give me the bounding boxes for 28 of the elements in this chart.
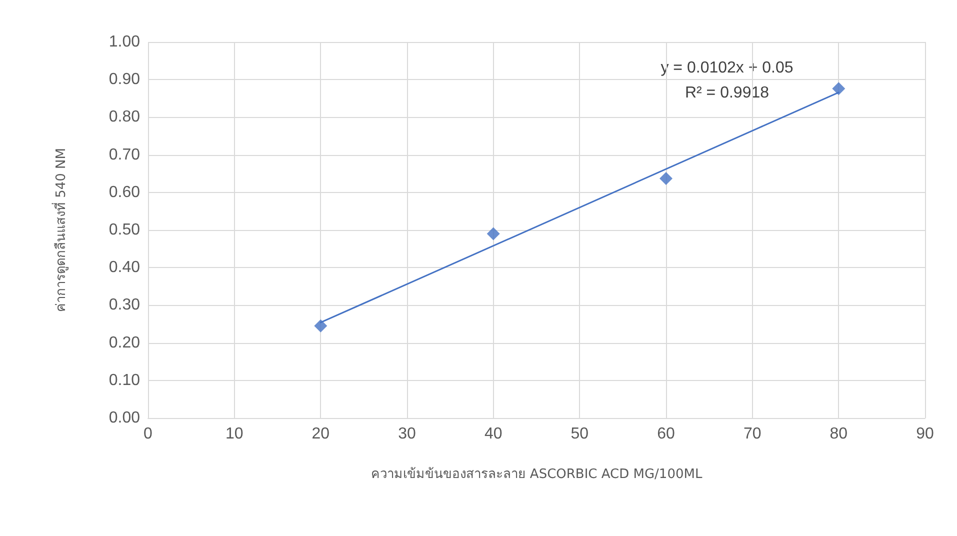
y-tick-label: 0.50 — [108, 222, 140, 238]
x-tick-label: 80 — [830, 426, 848, 442]
y-tick-label: 0.90 — [108, 71, 140, 88]
x-tick-label: 90 — [916, 426, 934, 442]
y-tick-label: 0.80 — [108, 108, 140, 126]
x-tick-label: 40 — [484, 426, 502, 442]
point — [314, 319, 328, 332]
x-tick-label: 10 — [225, 426, 244, 442]
y-tick-label: 0.20 — [108, 334, 140, 352]
point — [660, 172, 672, 185]
x-axis-title: ความเข้มข้นของสารละลาย ASCORBIC ACD MG/100ML — [370, 467, 703, 482]
y-tick-label: 0.60 — [108, 184, 140, 201]
point — [486, 227, 500, 240]
y-tick-label: 0.40 — [108, 259, 140, 276]
x-tick-label: 70 — [743, 426, 762, 442]
x-tick-label: 0 — [144, 426, 153, 442]
y-tick-label: 0.70 — [108, 146, 140, 164]
annotation: R² = 0.9918 — [684, 84, 770, 102]
x-tick-label: 20 — [312, 426, 330, 442]
y-tick-label: 0.10 — [108, 372, 140, 389]
y-axis-title: ค่าการดูดกลืนแสงที่ 540 NM — [52, 148, 69, 312]
x-tick-label: 30 — [398, 426, 416, 442]
x-tick-label: 60 — [657, 426, 675, 442]
y-tick-label: 0.00 — [108, 410, 140, 426]
x-tick-label: 50 — [570, 426, 589, 442]
point — [832, 82, 846, 96]
y-tick-label: 0.30 — [108, 296, 140, 314]
y-tick-label: 1.00 — [108, 34, 140, 50]
